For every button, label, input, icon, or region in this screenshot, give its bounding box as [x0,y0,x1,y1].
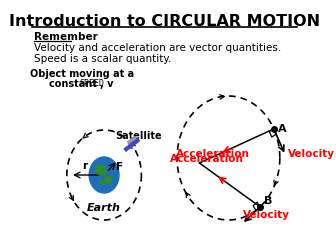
Text: Satellite: Satellite [115,131,162,141]
Text: Object moving at a: Object moving at a [30,69,134,79]
Text: Velocity and acceleration are vector quantities.: Velocity and acceleration are vector qua… [34,43,281,53]
Text: B: B [264,196,272,206]
Text: A: A [278,124,287,134]
Text: r: r [83,161,88,171]
Text: Acceleration: Acceleration [176,149,250,159]
Text: Acceleration: Acceleration [170,154,244,164]
Text: Speed is a scalar quantity.: Speed is a scalar quantity. [34,54,171,64]
Text: , v: , v [100,79,114,89]
Text: Velocity: Velocity [244,210,290,220]
Text: constant: constant [49,79,100,89]
Text: Remember: Remember [34,32,97,42]
Text: Introduction to CIRCULAR MOTION: Introduction to CIRCULAR MOTION [9,14,320,29]
Text: Velocity: Velocity [288,149,335,159]
Circle shape [89,157,119,193]
Bar [128,137,137,147]
Text: SPEED: SPEED [79,79,104,88]
Text: F: F [116,162,123,172]
Ellipse shape [99,180,104,184]
Ellipse shape [104,176,112,183]
Ellipse shape [95,165,106,175]
Text: Earth: Earth [87,203,121,213]
